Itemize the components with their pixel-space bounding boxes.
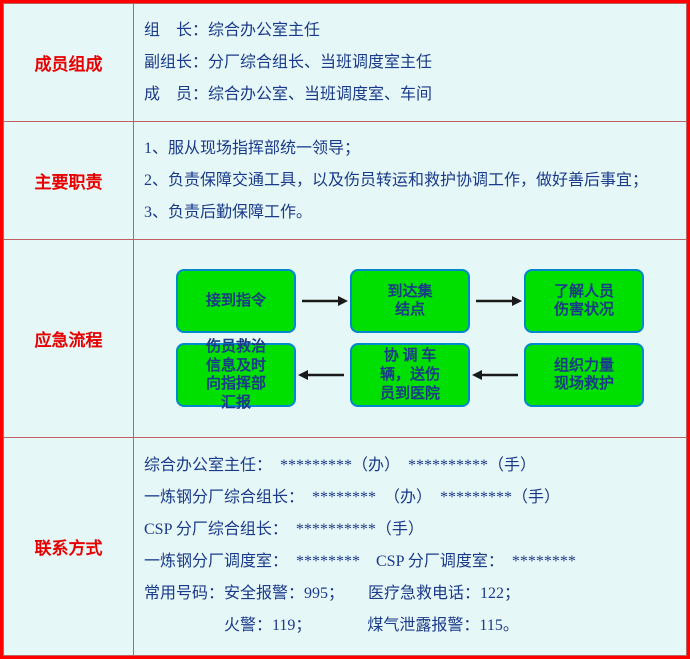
main-table: 成员组成 组 长：综合办公室主任 副组长：分厂综合组长、当班调度室主任 成 员：… [3, 3, 687, 656]
arrow-left-2 [470, 365, 524, 385]
members-line-2: 副组长：分厂综合组长、当班调度室主任 [144, 47, 676, 79]
content-duties: 1、服从现场指挥部统一领导； 2、负责保障交通工具，以及伤员转运和救护协调工作，… [134, 122, 687, 240]
content-flow: 接到指令 到达集结点 了解人员伤害状况 伤员救治信息及时向指挥部汇报 协 调 车… [134, 240, 687, 437]
members-line-1: 组 长：综合办公室主任 [144, 15, 676, 47]
flow-node-2: 到达集结点 [350, 269, 470, 333]
content-members: 组 长：综合办公室主任 副组长：分厂综合组长、当班调度室主任 成 员：综合办公室… [134, 4, 687, 122]
row-members: 成员组成 组 长：综合办公室主任 副组长：分厂综合组长、当班调度室主任 成 员：… [4, 4, 687, 122]
contacts-line-4: 一炼钢分厂调度室： ******** CSP 分厂调度室： ******** [144, 546, 676, 578]
contacts-line-6: 火警：119； 煤气泄露报警：115。 [144, 610, 676, 642]
row-contacts: 联系方式 综合办公室主任： *********（办） **********（手）… [4, 437, 687, 655]
flow-node-6: 伤员救治信息及时向指挥部汇报 [176, 343, 296, 407]
duties-line-1: 1、服从现场指挥部统一领导； [144, 133, 676, 165]
contacts-line-1: 综合办公室主任： *********（办） **********（手） [144, 450, 676, 482]
contacts-line-2: 一炼钢分厂综合组长： ******** （办） *********（手） [144, 482, 676, 514]
row-flow: 应急流程 接到指令 到达集结点 了解人员伤害状况 伤员救治信息及时向指挥部汇报 … [4, 240, 687, 437]
flow-row-top: 接到指令 到达集结点 了解人员伤害状况 [142, 269, 678, 333]
arrow-right-2 [470, 291, 524, 311]
label-members: 成员组成 [4, 4, 134, 122]
contacts-line-5: 常用号码：安全报警：995； 医疗急救电话：122； [144, 578, 676, 610]
arrow-right-1 [296, 291, 350, 311]
label-flow: 应急流程 [4, 240, 134, 437]
row-duties: 主要职责 1、服从现场指挥部统一领导； 2、负责保障交通工具，以及伤员转运和救护… [4, 122, 687, 240]
flow-node-1: 接到指令 [176, 269, 296, 333]
flow-node-3: 了解人员伤害状况 [524, 269, 644, 333]
duties-line-3: 3、负责后勤保障工作。 [144, 197, 676, 229]
flow-node-4: 组织力量现场救护 [524, 343, 644, 407]
label-duties: 主要职责 [4, 122, 134, 240]
flow-row-bottom: 伤员救治信息及时向指挥部汇报 协 调 车辆，送伤员到医院 组织力量现场救护 [142, 343, 678, 407]
duties-line-2: 2、负责保障交通工具，以及伤员转运和救护协调工作，做好善后事宜； [144, 165, 676, 197]
main-frame: 成员组成 组 长：综合办公室主任 副组长：分厂综合组长、当班调度室主任 成 员：… [0, 0, 690, 659]
contacts-line-3: CSP 分厂综合组长： **********（手） [144, 514, 676, 546]
arrow-left-1 [296, 365, 350, 385]
members-line-3: 成 员：综合办公室、当班调度室、车间 [144, 79, 676, 111]
label-contacts: 联系方式 [4, 437, 134, 655]
flow-node-5: 协 调 车辆，送伤员到医院 [350, 343, 470, 407]
content-contacts: 综合办公室主任： *********（办） **********（手） 一炼钢分… [134, 437, 687, 655]
